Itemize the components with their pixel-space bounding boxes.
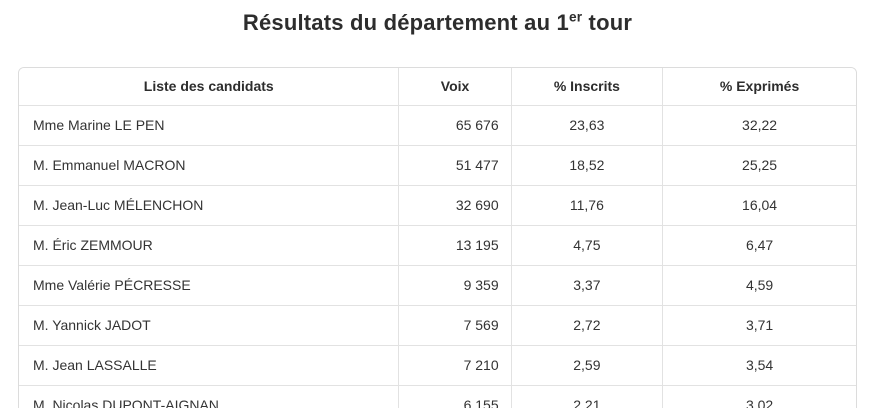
voix-cell: 13 195: [398, 225, 512, 266]
header-inscrits: % Inscrits: [511, 68, 664, 106]
header-candidates: Liste des candidats: [19, 68, 400, 106]
page-title-suffix: tour: [582, 10, 633, 35]
candidate-cell: M. Yannick JADOT: [19, 305, 400, 346]
header-voix: Voix: [398, 68, 512, 106]
candidate-cell: M. Jean-Luc MÉLENCHON: [19, 185, 400, 226]
voix-cell: 51 477: [398, 145, 512, 186]
table-row: Mme Marine LE PEN 65 676 23,63 32,22: [19, 105, 856, 146]
exprimes-cell: 6,47: [662, 225, 856, 266]
inscrits-cell: 18,52: [511, 145, 664, 186]
candidate-cell: M. Éric ZEMMOUR: [19, 225, 400, 266]
exprimes-cell: 4,59: [662, 265, 856, 306]
table-row: M. Emmanuel MACRON 51 477 18,52 25,25: [19, 145, 856, 186]
exprimes-cell: 16,04: [662, 185, 856, 226]
exprimes-cell: 3,54: [662, 345, 856, 386]
results-table-header: Liste des candidats Voix % Inscrits % Ex…: [19, 68, 856, 106]
table-row: Mme Valérie PÉCRESSE 9 359 3,37 4,59: [19, 265, 856, 306]
table-row: M. Jean LASSALLE 7 210 2,59 3,54: [19, 345, 856, 386]
voix-cell: 32 690: [398, 185, 512, 226]
inscrits-cell: 4,75: [511, 225, 664, 266]
header-row: Liste des candidats Voix % Inscrits % Ex…: [19, 68, 856, 106]
page-title: Résultats du département au 1er tour: [0, 10, 875, 36]
inscrits-cell: 2,59: [511, 345, 664, 386]
results-table: Liste des candidats Voix % Inscrits % Ex…: [19, 68, 856, 408]
table-row: M. Yannick JADOT 7 569 2,72 3,71: [19, 305, 856, 346]
voix-cell: 7 569: [398, 305, 512, 346]
results-table-container: Liste des candidats Voix % Inscrits % Ex…: [18, 67, 857, 408]
voix-cell: 6 155: [398, 385, 512, 408]
header-exprimes: % Exprimés: [662, 68, 856, 106]
candidate-cell: Mme Marine LE PEN: [19, 105, 400, 146]
candidate-cell: M. Nicolas DUPONT-AIGNAN: [19, 385, 400, 408]
table-row: M. Jean-Luc MÉLENCHON 32 690 11,76 16,04: [19, 185, 856, 226]
voix-cell: 7 210: [398, 345, 512, 386]
page-title-prefix: Résultats du département au 1: [242, 10, 569, 35]
inscrits-cell: 23,63: [511, 105, 664, 146]
voix-cell: 65 676: [398, 105, 512, 146]
inscrits-cell: 2,21: [511, 385, 664, 408]
inscrits-cell: 11,76: [511, 185, 664, 226]
table-row: M. Éric ZEMMOUR 13 195 4,75 6,47: [19, 225, 856, 266]
results-table-body: Mme Marine LE PEN 65 676 23,63 32,22 M. Emma…: [19, 105, 856, 408]
exprimes-cell: 25,25: [662, 145, 856, 186]
inscrits-cell: 3,37: [511, 265, 664, 306]
candidate-cell: Mme Valérie PÉCRESSE: [19, 265, 400, 306]
page-title-ordinal-superscript: er: [568, 9, 583, 25]
inscrits-cell: 2,72: [511, 305, 664, 346]
exprimes-cell: 3,71: [662, 305, 856, 346]
candidate-cell: M. Emmanuel MACRON: [19, 145, 400, 186]
candidate-cell: M. Jean LASSALLE: [19, 345, 400, 386]
table-row: M. Nicolas DUPONT-AIGNAN 6 155 2,21 3,02: [19, 385, 856, 408]
voix-cell: 9 359: [398, 265, 512, 306]
exprimes-cell: 3,02: [662, 385, 856, 408]
exprimes-cell: 32,22: [662, 105, 856, 146]
